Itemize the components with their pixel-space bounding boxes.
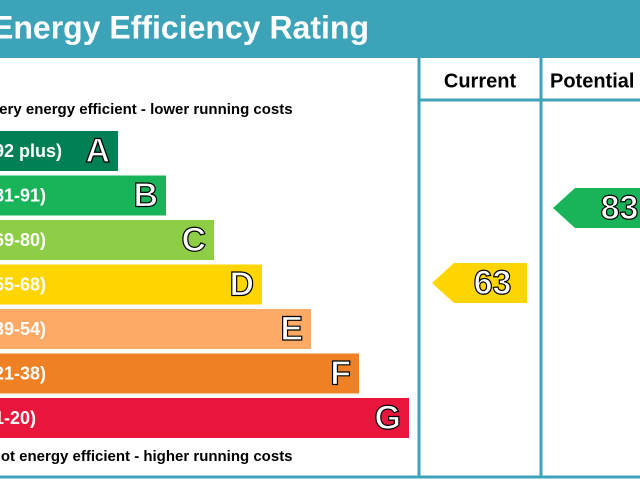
band xyxy=(0,175,166,216)
band-letter: B xyxy=(133,176,158,214)
band-letter: D xyxy=(229,265,254,303)
rating-value: 63 xyxy=(474,264,512,302)
title: Energy Efficiency Rating xyxy=(0,9,369,45)
bottom-note: Not energy efficient - higher running co… xyxy=(0,448,293,465)
rating-value: 83 xyxy=(601,189,639,227)
title-bar xyxy=(0,0,640,58)
band xyxy=(0,309,311,349)
rating-arrow xyxy=(432,263,527,303)
band-range: (69-80) xyxy=(0,230,46,250)
band-letter: G xyxy=(375,399,401,437)
band xyxy=(0,220,214,260)
frame xyxy=(0,58,640,479)
band xyxy=(0,264,262,305)
band-range: (21-38) xyxy=(0,363,46,383)
band-letter: A xyxy=(85,132,110,170)
band-letter: F xyxy=(330,354,351,392)
band-range: (1-20) xyxy=(0,408,36,428)
band xyxy=(0,131,118,171)
band xyxy=(0,353,359,394)
band-range: (81-91) xyxy=(0,185,46,205)
column-header: Current xyxy=(444,70,517,92)
band-range: (39-54) xyxy=(0,319,46,339)
band-letter: C xyxy=(181,221,206,259)
band-range: (55-68) xyxy=(0,274,46,294)
top-note: Very energy efficient - lower running co… xyxy=(0,101,293,118)
column-header: Potential xyxy=(550,70,634,92)
band-letter: E xyxy=(280,310,303,348)
rating-arrow xyxy=(553,188,640,228)
band-range: (92 plus) xyxy=(0,141,62,161)
band xyxy=(0,398,409,438)
